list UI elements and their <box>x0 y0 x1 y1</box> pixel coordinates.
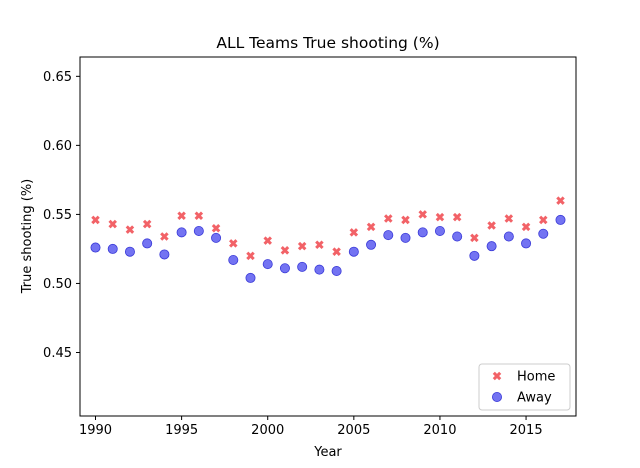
x-tick-label: 1990 <box>79 423 112 438</box>
home-point <box>384 214 393 223</box>
away-point <box>262 259 273 270</box>
data-points <box>90 196 566 283</box>
away-point <box>383 230 394 241</box>
home-point <box>229 239 238 248</box>
y-tick-label: 0.65 <box>43 70 72 85</box>
away-point <box>469 250 480 261</box>
away-point <box>521 238 532 249</box>
home-point <box>401 215 410 225</box>
away-point <box>434 225 445 236</box>
legend-marker-home <box>492 371 502 381</box>
x-axis: 1990 1995 2000 2005 2010 2015 <box>79 416 543 438</box>
away-point <box>417 227 428 238</box>
legend-label: Home <box>517 370 555 385</box>
x-tick-label: 2015 <box>510 423 543 438</box>
x-tick-label: 2010 <box>423 423 456 438</box>
legend-marker-away <box>491 391 502 402</box>
home-point <box>194 211 204 221</box>
y-axis: 0.45 0.50 0.55 0.60 0.65 <box>43 70 80 361</box>
away-point <box>348 246 359 257</box>
away-point <box>107 243 118 254</box>
x-tick-label: 2000 <box>251 423 284 438</box>
y-tick-label: 0.50 <box>43 277 72 292</box>
home-point <box>349 228 359 237</box>
home-point <box>177 211 186 221</box>
away-point <box>366 239 377 250</box>
y-tick-label: 0.45 <box>43 346 72 361</box>
home-point <box>539 215 548 225</box>
x-tick-label: 2005 <box>337 423 370 438</box>
away-point <box>159 249 170 260</box>
away-point <box>279 263 290 274</box>
away-point <box>452 231 463 242</box>
away-point <box>228 254 239 265</box>
home-point <box>211 223 221 233</box>
plot-frame <box>79 56 577 417</box>
home-point <box>125 225 135 234</box>
home-point <box>504 214 514 223</box>
series-away <box>90 214 566 283</box>
away-point <box>124 246 135 257</box>
home-point <box>297 241 307 251</box>
y-tick-label: 0.60 <box>43 139 72 154</box>
away-point <box>90 242 101 253</box>
x-tick-label: 1995 <box>165 423 198 438</box>
home-point <box>556 196 565 205</box>
legend: Home Away <box>478 363 571 411</box>
home-point <box>315 240 324 250</box>
away-point <box>314 264 325 275</box>
home-point <box>108 219 117 229</box>
series-home <box>91 196 565 261</box>
y-tick-label: 0.55 <box>43 208 72 223</box>
home-point <box>366 222 376 232</box>
home-point <box>470 233 479 243</box>
home-point <box>280 246 290 255</box>
away-point <box>142 238 153 249</box>
home-point <box>142 219 152 229</box>
away-point <box>245 272 256 283</box>
home-point <box>263 236 272 245</box>
home-point <box>332 247 341 256</box>
away-point <box>331 266 342 277</box>
y-axis-label: True shooting (%) <box>20 179 35 295</box>
home-point <box>160 232 169 241</box>
home-point <box>452 212 462 222</box>
away-point <box>555 214 566 225</box>
away-point <box>211 232 222 243</box>
home-point <box>435 212 445 222</box>
away-point <box>503 231 514 242</box>
home-point <box>246 251 255 261</box>
home-point <box>418 210 427 219</box>
away-point <box>486 241 497 252</box>
away-point <box>193 225 204 236</box>
away-point <box>176 227 187 238</box>
legend-label: Away <box>517 391 552 406</box>
away-point <box>400 232 411 243</box>
away-point <box>297 261 308 272</box>
home-point <box>487 221 496 230</box>
away-point <box>538 228 549 239</box>
x-axis-label: Year <box>313 445 342 460</box>
home-point <box>521 222 531 232</box>
home-point <box>91 215 100 225</box>
chart-title: ALL Teams True shooting (%) <box>216 34 439 52</box>
